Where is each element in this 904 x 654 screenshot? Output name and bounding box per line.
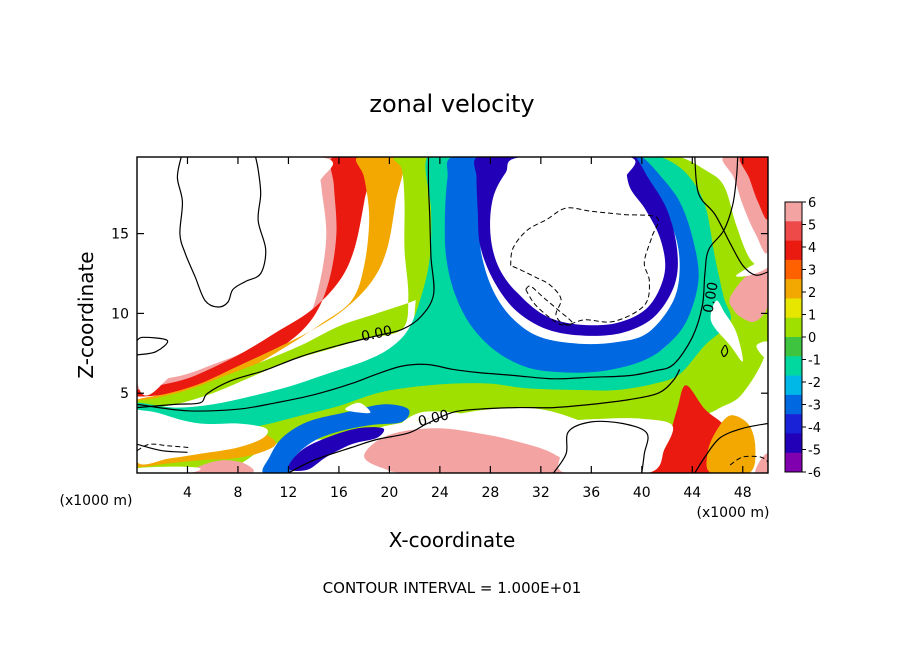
dashed-contour-0 xyxy=(510,207,659,326)
colorbar-swatch-13 xyxy=(785,452,802,473)
contour-label-1: 0.00 xyxy=(417,407,451,430)
velocity-band-12 xyxy=(739,157,768,220)
velocity-band-10 xyxy=(706,415,756,473)
solid-contour-9 xyxy=(552,420,649,473)
y-axis-title: Z-coordinate xyxy=(74,251,98,378)
no-fill-region-10 xyxy=(756,341,768,359)
colorbar-swatch-4 xyxy=(785,279,802,299)
colorbar-label-6: 0 xyxy=(808,331,816,346)
no-fill-region-7 xyxy=(745,411,768,450)
colorbar: 6 5 4 3 2 1 0 -1 -2 -3 -4 -5 -6 xyxy=(784,196,821,481)
x-tick-label-1: 8 xyxy=(233,485,242,501)
x-axis-title: X-coordinate xyxy=(389,528,516,552)
x-tick-label-10: 44 xyxy=(683,485,701,501)
dashed-contour-2 xyxy=(137,443,189,452)
velocity-band-20 xyxy=(755,453,768,473)
no-fill-region-8 xyxy=(710,300,743,362)
solid-contour-6 xyxy=(176,157,267,308)
solid-contour-0 xyxy=(137,157,435,409)
colorbar-label-1: 5 xyxy=(808,219,816,234)
solid-contour-4 xyxy=(694,157,768,276)
colorbar-swatch-10 xyxy=(785,394,802,415)
colorbar-swatch-7 xyxy=(785,337,802,357)
contour-label-2: 0.00 xyxy=(701,281,722,314)
no-fill-region-1 xyxy=(490,157,663,319)
colorbar-label-8: -2 xyxy=(808,376,821,391)
colorbar-label-12: -6 xyxy=(808,466,821,481)
x-unit-label: (x1000 m) xyxy=(60,493,133,509)
x-tick-label-6: 28 xyxy=(481,485,499,501)
colorbar-label-4: 2 xyxy=(808,286,816,301)
colorbar-swatch-9 xyxy=(785,375,802,396)
velocity-band-17 xyxy=(262,404,410,473)
colorbar-swatch-0 xyxy=(785,202,802,222)
no-fill-region-3 xyxy=(137,466,201,473)
dashed-contour-1 xyxy=(525,285,573,326)
chart-title: zonal velocity xyxy=(369,90,534,118)
x-tick-label-2: 12 xyxy=(280,485,298,501)
plot-frame xyxy=(136,156,769,474)
contour-label-0: 0.00 xyxy=(360,323,394,345)
colorbar-label-9: -3 xyxy=(808,399,821,414)
solid-contour-1 xyxy=(137,157,739,412)
colorbar-swatch-1 xyxy=(785,221,802,241)
colorbar-swatch-5 xyxy=(785,298,802,319)
no-fill-region-0 xyxy=(137,157,334,396)
solid-contour-7 xyxy=(137,336,169,356)
colorbar-label-7: -1 xyxy=(808,354,821,369)
x-tick-label-11: 48 xyxy=(734,485,752,501)
y-tick-label-0: 5 xyxy=(120,386,129,402)
colorbar-label-11: -5 xyxy=(808,444,821,459)
colorbar-label-0: 6 xyxy=(808,196,816,211)
colorbar-label-3: 3 xyxy=(808,264,816,279)
colorbar-label-5: 1 xyxy=(808,309,816,324)
colorbar-swatch-12 xyxy=(785,433,802,454)
colorbar-swatch-8 xyxy=(785,356,802,376)
no-fill-region-9 xyxy=(345,402,371,414)
velocity-band-2 xyxy=(137,157,405,406)
velocity-band-7 xyxy=(474,157,678,336)
solid-contour-3 xyxy=(694,422,768,473)
velocity-band-6 xyxy=(444,157,699,373)
no-fill-region-4 xyxy=(553,418,674,473)
x-tick-label-5: 24 xyxy=(431,485,449,501)
colorbar-swatch-2 xyxy=(785,240,802,261)
contour-interval-note: CONTOUR INTERVAL = 1.000E+01 xyxy=(323,579,582,597)
x-tick-label-8: 36 xyxy=(582,485,600,501)
colorbar-swatch-3 xyxy=(785,259,802,280)
x-tick-label-0: 4 xyxy=(183,485,192,501)
no-fill-region-6 xyxy=(735,257,768,277)
colorbar-label-10: -4 xyxy=(808,421,821,436)
velocity-band-15 xyxy=(729,266,768,323)
x-unit-label-right: (x1000 m) xyxy=(697,505,770,521)
x-tick-label-3: 16 xyxy=(330,485,348,501)
no-fill-region-5 xyxy=(401,411,466,424)
dashed-contour-3 xyxy=(729,455,768,466)
x-tick-label-9: 40 xyxy=(633,485,651,501)
colorbar-label-2: 4 xyxy=(808,241,816,256)
contour-labels: 0.00 0.00 0.00 xyxy=(360,281,722,431)
solid-contour-5 xyxy=(720,344,729,358)
velocity-band-8 xyxy=(364,428,576,473)
x-tick-label-7: 32 xyxy=(532,485,550,501)
solid-contour-2 xyxy=(288,368,681,473)
y-tick-label-2: 15 xyxy=(111,227,129,243)
colorbar-swatch-6 xyxy=(785,317,802,338)
velocity-band-1 xyxy=(137,157,373,397)
x-tick-label-4: 20 xyxy=(380,485,398,501)
contour-lines xyxy=(137,157,768,473)
velocity-band-18 xyxy=(288,427,385,471)
solid-contour-8 xyxy=(137,443,188,453)
colorbar-swatch-11 xyxy=(785,414,802,434)
y-tick-label-1: 10 xyxy=(111,306,129,322)
